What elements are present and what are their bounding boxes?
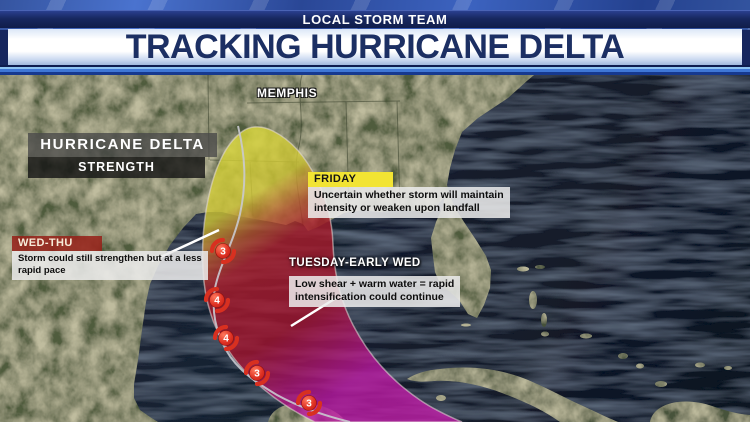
- hurricane-icon: 4: [212, 324, 240, 352]
- header-banner: LOCAL STORM TEAM TRACKING HURRICANE DELT…: [0, 0, 750, 75]
- annotation-text-line: rapid pace: [18, 264, 66, 276]
- island-cuba: [407, 367, 618, 422]
- hurricane-icon: 3: [295, 389, 323, 417]
- annotation-text-line: Low shear + warm water = rapid: [295, 278, 455, 290]
- category-number: 3: [220, 247, 226, 258]
- kicker-text: LOCAL STORM TEAM: [302, 12, 448, 27]
- legend-subtitle: STRENGTH: [28, 157, 205, 178]
- category-number: 4: [214, 296, 220, 307]
- category-number: 4: [223, 334, 229, 345]
- track-line: [212, 125, 351, 422]
- annotation-tuesday-early-wed: TUESDAY-EARLY WED Low shear + warm water…: [289, 256, 461, 308]
- legend-box: HURRICANE DELTA STRENGTH: [28, 133, 217, 178]
- city-label-memphis: MEMPHIS: [257, 86, 318, 100]
- title-bar: TRACKING HURRICANE DELTA: [8, 29, 742, 65]
- annotation-wed-thu-text: Storm could still strengthen but at a le…: [12, 251, 208, 280]
- annotation-wed-thu: WED-THU Storm could still strengthen but…: [12, 236, 208, 280]
- forecast-cone: [201, 126, 463, 422]
- island-hispaniola: [650, 401, 750, 422]
- annotation-tuesday-label: TUESDAY-EARLY WED: [289, 257, 421, 269]
- category-number: 3: [306, 399, 312, 410]
- hurricane-icon: 3: [209, 237, 237, 265]
- annotation-friday: FRIDAY Uncertain whether storm will main…: [308, 172, 510, 219]
- annotation-friday-label: FRIDAY: [308, 172, 393, 187]
- header-divider: [0, 65, 750, 75]
- legend-title: HURRICANE DELTA: [28, 133, 217, 157]
- annotation-text-line: intensification could continue: [295, 291, 444, 304]
- kicker-bar: LOCAL STORM TEAM: [0, 10, 750, 28]
- annotation-text-line: Uncertain whether storm will maintain: [314, 189, 504, 201]
- hurricane-icon: 3: [243, 359, 271, 387]
- page-title: TRACKING HURRICANE DELTA: [125, 28, 625, 66]
- annotation-wed-thu-label: WED-THU: [12, 236, 102, 251]
- islands-bahamas: [436, 265, 732, 401]
- annotation-text-line: Storm could still strengthen but at a le…: [18, 253, 202, 264]
- hurricane-icon: 4: [203, 286, 231, 314]
- annotation-tuesday-text: Low shear + warm water = rapid intensifi…: [289, 276, 461, 308]
- annotation-friday-text: Uncertain whether storm will maintain in…: [308, 187, 510, 219]
- annotation-text-line: intensity or weaken upon landfall: [314, 202, 480, 215]
- category-number: 3: [254, 369, 260, 380]
